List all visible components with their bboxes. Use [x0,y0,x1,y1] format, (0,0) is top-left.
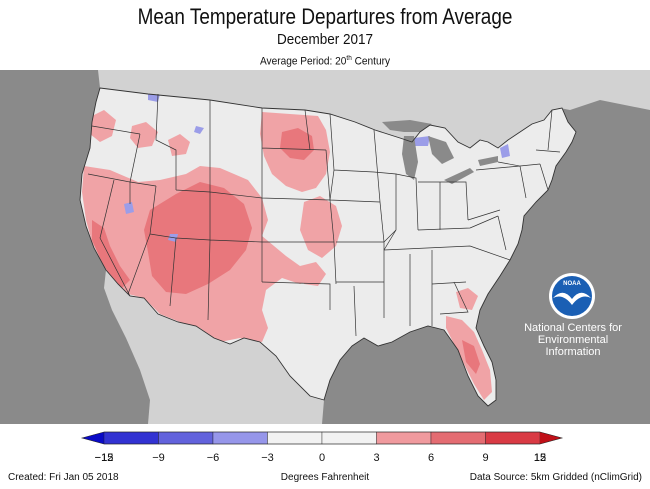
ncei-label-line2: Environmental [537,334,609,346]
warm-region-north-plains-core [280,128,314,160]
legend-cell [212,431,268,445]
canada-landmass [0,70,650,148]
map-title: Mean Temperature Departures from Average [137,4,513,29]
legend-cell [321,431,377,445]
east-state-lines [383,109,561,326]
lake-michigan [402,136,418,180]
legend-tick-label: 15 [534,452,546,464]
data-source-label: Data Source: 5km Gridded (nClimGrid) [469,472,642,483]
us-map-svg [0,70,650,424]
legend-cells [103,431,541,445]
west-state-lines [87,93,263,321]
average-period-prefix: Average Period: 20 [259,55,347,68]
legend-tick-label: −3 [261,452,274,464]
lake-ontario [478,156,498,166]
great-lakes [382,120,498,184]
temperature-map [0,70,650,424]
legend-tick-label: −15 [95,452,114,464]
legend-tick-label: 0 [319,452,325,464]
map-subtitle: December 2017 [276,31,374,48]
legend-tick-label: −6 [207,452,220,464]
legend-tick-label: 12 [534,452,546,464]
mexico-landmass [104,270,324,424]
legend-tick-label: −12 [95,452,114,464]
average-period-suffix: Century [351,55,391,68]
lake-erie [444,168,474,184]
legend-cell [376,431,432,445]
conus-outline [79,87,577,407]
warm-region-california-core [92,220,130,288]
noaa-logo-disc [552,276,592,316]
noaa-logo-icon: NOAA [549,273,595,319]
warm-region-northwest-spots [90,110,190,156]
noaa-logo-text: NOAA [563,281,581,287]
legend-tick-label: 6 [428,452,434,464]
legend-cell [485,431,541,445]
plains-state-lines [261,108,337,310]
created-label: Created: Fri Jan 05 2018 [8,472,119,483]
lake-huron [428,136,454,164]
lake-superior [382,120,432,132]
legend-arrow-warm [540,432,562,444]
warm-region-southwest-core [144,182,252,294]
warm-region-florida-core [462,340,480,374]
legend-cell [158,431,214,445]
average-period-sup: th [346,55,352,62]
noaa-logo-seagull [553,292,591,305]
legend-cell [430,431,486,445]
units-label: Degrees Fahrenheit [280,472,370,483]
ncei-label-line1: National Centers for [524,322,622,334]
legend-tick-label: 3 [373,452,379,464]
legend-cell [267,431,323,445]
average-period-label: Average Period: 20th Century [26,52,624,69]
legend-outline [80,431,564,445]
state-borders [79,87,577,407]
legend-tick-label: 9 [482,452,488,464]
warm-region-georgia-coast [456,288,478,310]
legend-cell [103,431,159,445]
legend-tick-label: −9 [152,452,165,464]
ncei-label-line3: Information [545,346,601,358]
ncei-label: National Centers for Environmental Infor… [500,322,646,358]
legend-arrow-cold [82,432,104,444]
anomaly-shading [82,94,510,400]
